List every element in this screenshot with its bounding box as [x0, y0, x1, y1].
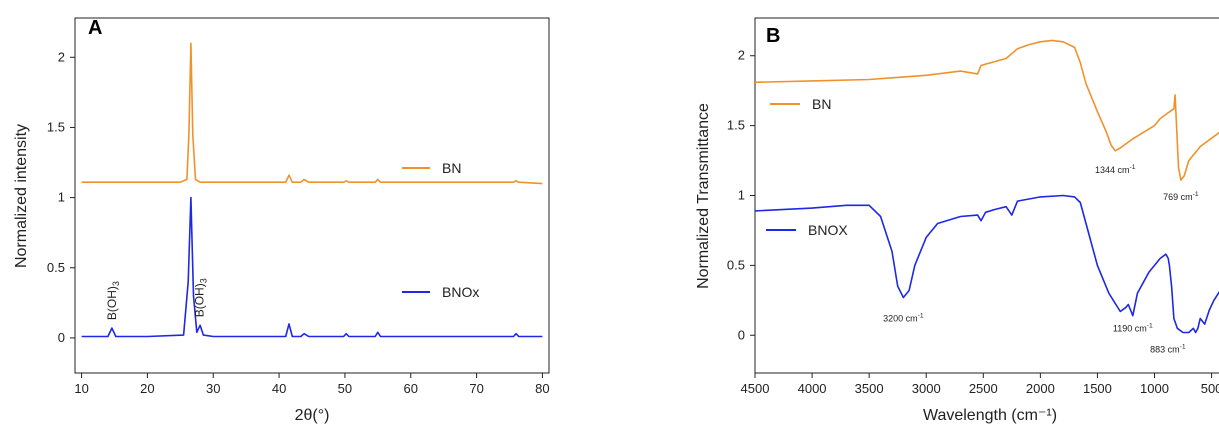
- x-tick-label: 1000: [1140, 381, 1169, 396]
- panel-b-label: B: [766, 25, 780, 47]
- panel-b-y-axis-label: Normalized Transmittance: [695, 103, 712, 289]
- x-tick-label: 20: [140, 381, 154, 396]
- legend-label-bn-a: BN: [442, 160, 461, 176]
- y-tick-label: 2: [738, 48, 745, 63]
- series-line-bn: [81, 42, 543, 185]
- panel-b-annotations: 1344 cm-1 769 cm-1 3200 cm-1 1190 cm-1 883 c…: [883, 164, 1199, 355]
- panel-b-plot-frame: [754, 17, 1219, 374]
- x-tick-label: 70: [469, 381, 483, 396]
- y-tick-label: 1: [738, 188, 745, 203]
- y-tick-label: 2: [58, 49, 65, 64]
- series-line-bn: [754, 39, 1219, 181]
- peak-annotation: 883 cm-1: [1150, 343, 1186, 354]
- peak-annotation: B(OH)3: [105, 281, 121, 320]
- panel-b: 4500 4000 3500 3000 2500 2000 1500 1000 500 0 0.5…: [695, 17, 1219, 424]
- x-tick-label: 3000: [912, 381, 941, 396]
- x-tick-label: 2500: [969, 381, 998, 396]
- panel-a-annotations: B(OH)3 B(OH)3: [105, 278, 209, 320]
- x-tick-label: 3500: [855, 381, 884, 396]
- peak-annotation: 1344 cm-1: [1095, 164, 1136, 175]
- panel-b-y-ticks: 0 0.5 1 1.5 2: [727, 48, 755, 342]
- y-tick-label: 1.5: [727, 118, 745, 133]
- x-tick-label: 1500: [1083, 381, 1112, 396]
- panel-a: 10 20 30 40 50 60 70 80 0 0.5 1 1.5 2 B(OH)3 B(OH)3 …: [13, 17, 550, 424]
- peak-annotation: B(OH)3: [192, 278, 208, 317]
- x-tick-label: 80: [535, 381, 549, 396]
- x-tick-label: 2000: [1026, 381, 1055, 396]
- y-tick-label: 1.5: [47, 119, 65, 134]
- panel-a-x-axis-label: 2θ(°): [295, 407, 330, 424]
- series-line-bnox: [81, 196, 543, 338]
- panel-b-series: [754, 39, 1219, 334]
- y-tick-label: 1: [58, 190, 65, 205]
- panel-a-label: A: [88, 17, 102, 39]
- y-tick-label: 0.5: [727, 257, 745, 272]
- panel-b-x-axis-label: Wavelength (cm⁻¹): [923, 407, 1057, 424]
- peak-annotation: 3200 cm-1: [883, 313, 924, 324]
- panel-a-plot-frame: [74, 17, 550, 374]
- x-tick-label: 40: [272, 381, 286, 396]
- panel-a-series: [81, 42, 543, 338]
- y-tick-label: 0: [738, 327, 745, 342]
- x-tick-label: 4500: [741, 381, 770, 396]
- y-tick-label: 0.5: [47, 260, 65, 275]
- legend-label-bnox-a: BNOx: [442, 284, 479, 300]
- x-tick-label: 30: [206, 381, 220, 396]
- x-tick-label: 10: [74, 381, 88, 396]
- x-tick-label: 500: [1201, 381, 1219, 396]
- x-tick-label: 60: [404, 381, 418, 396]
- legend-label-bn-b: BN: [812, 96, 831, 112]
- x-tick-label: 4000: [798, 381, 827, 396]
- series-line-bnox: [754, 194, 1219, 334]
- y-tick-label: 0: [58, 330, 65, 345]
- peak-annotation: 1190 cm-1: [1113, 323, 1153, 334]
- panel-a-y-ticks: 0 0.5 1 1.5 2: [47, 49, 75, 345]
- legend-label-bnox-b: BNOX: [808, 222, 848, 238]
- panel-a-y-axis-label: Normalized intensity: [13, 124, 30, 268]
- peak-annotation: 769 cm-1: [1163, 191, 1199, 202]
- x-tick-label: 50: [338, 381, 352, 396]
- panel-b-x-ticks: 4500 4000 3500 3000 2500 2000 1500 1000 500: [741, 373, 1219, 396]
- panel-a-x-ticks: 10 20 30 40 50 60 70 80: [74, 373, 550, 396]
